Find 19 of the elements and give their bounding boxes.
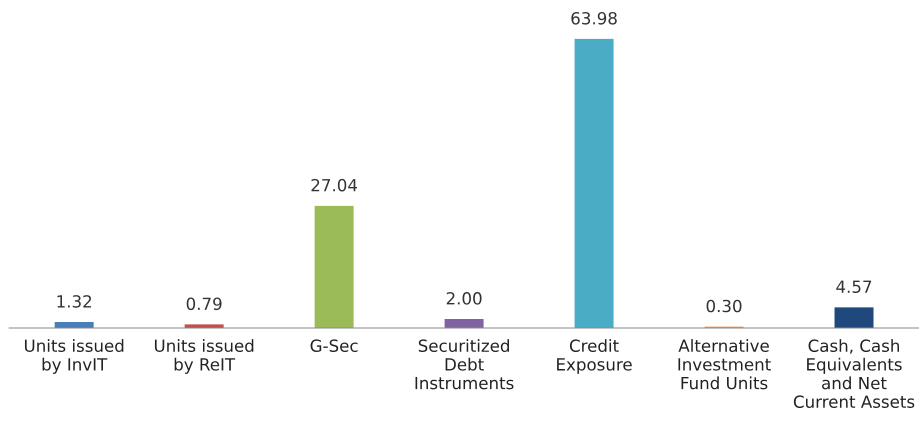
bar	[314, 206, 354, 328]
x-tick-label: Units issued by InvIT	[24, 339, 124, 374]
data-label: 63.98	[571, 12, 617, 25]
bar	[574, 38, 614, 328]
x-tick-label: Securitized Debt Instruments	[416, 339, 514, 390]
data-label: 2.00	[446, 292, 482, 305]
data-label: 4.57	[836, 280, 872, 294]
data-label: 27.04	[311, 178, 358, 192]
x-tick-label: Units issued by ReIT	[154, 339, 254, 374]
data-label: 0.30	[706, 300, 742, 312]
bar	[444, 318, 484, 328]
data-label: 0.79	[186, 297, 222, 310]
bar	[54, 322, 94, 328]
x-tick-label: Cash, Cash Equivalents and Net Current Assets	[794, 339, 914, 408]
x-tick-label: Alternative Investment Fund Units	[678, 339, 771, 390]
bar	[834, 307, 874, 328]
data-label: 1.32	[57, 295, 92, 308]
x-tick-label: Credit Exposure	[557, 339, 632, 374]
x-tick-label: G-Sec	[310, 339, 358, 352]
